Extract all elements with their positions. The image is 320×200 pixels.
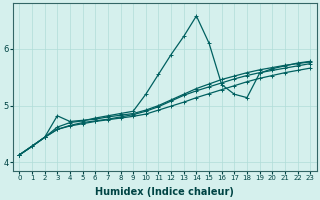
X-axis label: Humidex (Indice chaleur): Humidex (Indice chaleur): [95, 187, 234, 197]
